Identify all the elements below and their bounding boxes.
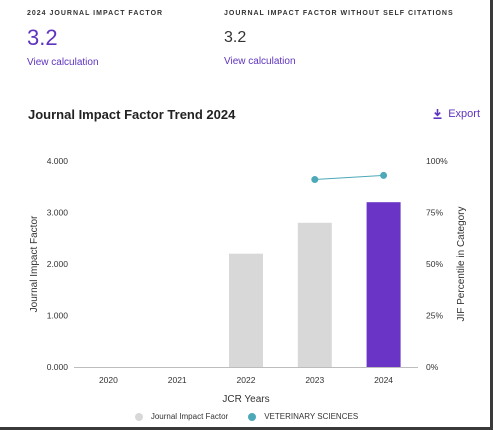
- export-label: Export: [448, 108, 480, 120]
- chart-legend: Journal Impact Factor VETERINARY SCIENCE…: [0, 412, 493, 421]
- x-tick-label: 2022: [237, 375, 256, 385]
- trend-title: Journal Impact Factor Trend 2024: [28, 107, 236, 122]
- jif-trend-chart: 4.000 3.000 2.000 1.000 0.000 100% 75% 50% 25% 0%…: [29, 156, 467, 405]
- x-tick-label: 2020: [99, 375, 118, 385]
- jif-without-self-citations-metric: JOURNAL IMPACT FACTOR WITHOUT SELF CITAT…: [224, 10, 454, 69]
- jif-without-self-citations-value: 3.2: [224, 29, 247, 46]
- y-tick-label: 4.000: [47, 156, 69, 166]
- y-tick-label: 2.000: [47, 259, 69, 269]
- point-veterinary-sciences-2023: [311, 176, 319, 184]
- window-edge-right: [490, 0, 493, 430]
- y2-tick-label: 0%: [426, 362, 439, 372]
- y2-tick-label: 25%: [426, 311, 443, 321]
- bar-jif-2024: [366, 202, 401, 367]
- jif-value: 3.2: [27, 25, 58, 50]
- legend-label-category: VETERINARY SCIENCES: [264, 412, 359, 421]
- x-tick-label: 2024: [374, 375, 393, 385]
- x-tick-label: 2021: [168, 375, 187, 385]
- y2-axis-title: JIF Percentile in Category: [456, 206, 467, 321]
- series-line-veterinary-sciences: [314, 174, 384, 181]
- jif-without-self-citations-label: JOURNAL IMPACT FACTOR WITHOUT SELF CITAT…: [224, 10, 454, 17]
- download-icon: [433, 109, 442, 119]
- y2-tick-label: 75%: [426, 208, 443, 218]
- export-button[interactable]: Export: [433, 108, 480, 120]
- y-axis-title: Journal Impact Factor: [29, 215, 40, 312]
- x-tick-label: 2023: [305, 375, 324, 385]
- view-calculation-link[interactable]: View calculation: [27, 57, 99, 68]
- y-tick-label: 3.000: [47, 208, 69, 218]
- x-axis-title: JCR Years: [222, 394, 269, 405]
- legend-swatch-jif: [134, 412, 143, 421]
- legend-item-category[interactable]: VETERINARY SCIENCES: [248, 412, 358, 421]
- jif-metric: 2024 JOURNAL IMPACT FACTOR 3.2 View calc…: [27, 10, 163, 70]
- legend-swatch-category: [248, 412, 257, 421]
- y2-tick-label: 50%: [426, 259, 443, 269]
- jif-label: 2024 JOURNAL IMPACT FACTOR: [27, 10, 164, 17]
- y-tick-label: 0.000: [47, 362, 69, 372]
- legend-item-jif[interactable]: Journal Impact Factor: [134, 412, 229, 421]
- point-veterinary-sciences-2024: [380, 171, 388, 179]
- legend-label-jif: Journal Impact Factor: [150, 412, 229, 421]
- bar-jif-2022: [229, 253, 263, 367]
- y-tick-label: 1.000: [47, 311, 69, 321]
- bar-jif-2023: [297, 222, 332, 367]
- window-edge-bottom: [0, 427, 493, 430]
- y2-tick-label: 100%: [426, 156, 448, 166]
- view-calculation-link-self-citations[interactable]: View calculation: [224, 56, 296, 67]
